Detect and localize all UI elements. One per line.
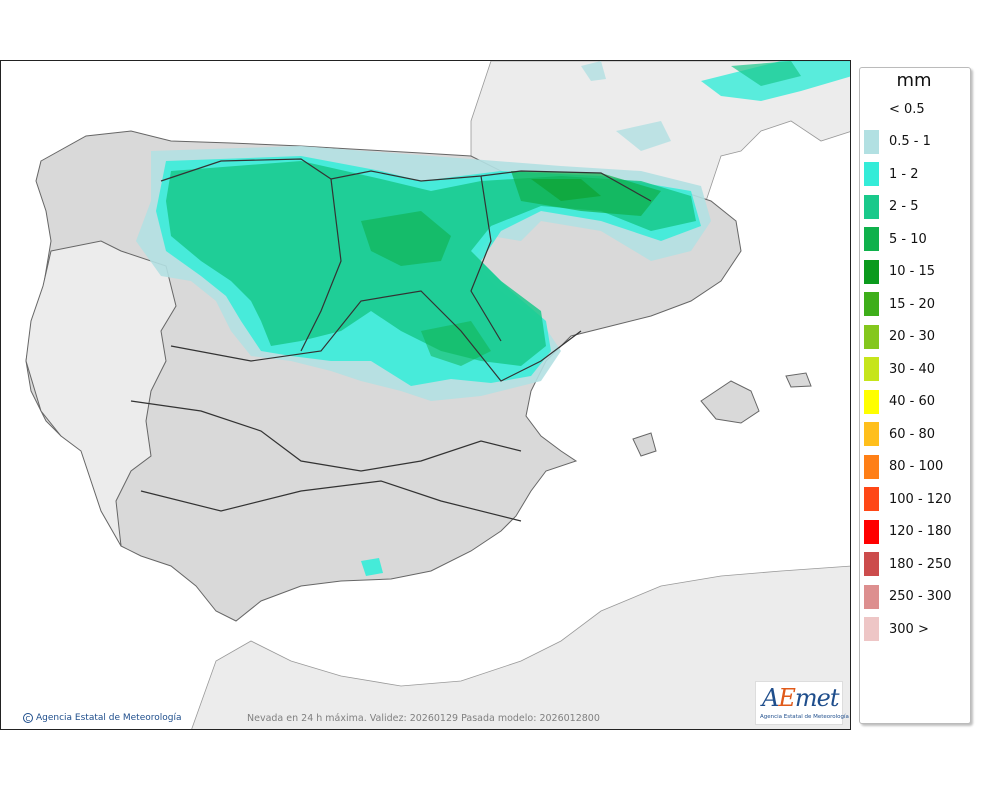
legend-item: 300 > <box>864 617 929 641</box>
legend-item: 40 - 60 <box>864 389 936 414</box>
legend-unit: mm <box>896 70 932 91</box>
map-panel: C Agencia Estatal de Meteorología Nevada… <box>0 60 851 730</box>
legend-swatch <box>864 227 879 251</box>
legend-label: 250 - 300 <box>889 589 952 604</box>
aemet-logo: AEmet Agencia Estatal de Meteorología <box>755 681 849 725</box>
logo-subtitle: Agencia Estatal de Meteorología <box>760 714 849 720</box>
legend-swatch <box>864 292 879 316</box>
legend-swatch <box>864 194 879 219</box>
legend-swatch <box>864 129 879 154</box>
legend-swatch <box>864 487 879 511</box>
legend-label: 30 - 40 <box>889 361 936 377</box>
ibiza <box>632 432 657 457</box>
legend-label: 2 - 5 <box>889 199 919 214</box>
legend-swatch <box>864 97 879 121</box>
snowfall-map <box>25 61 850 729</box>
credit-text: Agencia Estatal de Meteorología <box>36 713 182 723</box>
legend-item: 15 - 20 <box>864 292 935 316</box>
legend-swatch <box>864 389 879 414</box>
legend-label: 100 - 120 <box>889 491 952 507</box>
snow-patches <box>136 61 850 576</box>
legend-swatch <box>864 162 879 186</box>
africa-land <box>191 565 850 729</box>
legend-item: 20 - 30 <box>864 324 936 349</box>
portugal-land <box>25 240 177 547</box>
legend-label: 300 > <box>889 621 929 637</box>
legend-swatch <box>864 357 879 381</box>
legend-label: 15 - 20 <box>889 296 936 312</box>
legend-swatch <box>864 519 879 544</box>
legend-item: 60 - 80 <box>864 422 935 446</box>
legend-label: 0.5 - 1 <box>889 134 931 149</box>
legend-label: 5 - 10 <box>889 231 927 247</box>
legend-item: 100 - 120 <box>864 487 952 511</box>
legend-item: 10 - 15 <box>864 259 936 284</box>
legend-item: 0.5 - 1 <box>864 129 931 154</box>
region-borders <box>130 158 652 522</box>
legend-item: 30 - 40 <box>864 357 935 381</box>
credit: C Agencia Estatal de Meteorología <box>23 713 182 723</box>
legend-label: 1 - 2 <box>889 166 919 182</box>
legend-label: 180 - 250 <box>889 556 952 572</box>
legend-label: < 0.5 <box>889 101 925 117</box>
menorca <box>785 372 812 388</box>
mallorca <box>700 380 760 424</box>
legend-swatch <box>864 422 879 446</box>
copyright-icon: C <box>23 713 33 723</box>
legend-item: 1 - 2 <box>864 162 919 186</box>
map-caption: Nevada en 24 h máxima. Validez: 20260129… <box>247 713 600 724</box>
legend-item: < 0.5 <box>864 97 925 121</box>
legend-label: 60 - 80 <box>889 426 936 442</box>
legend-item: 250 - 300 <box>864 584 952 609</box>
legend-swatch <box>864 552 879 576</box>
legend-label: 80 - 100 <box>889 459 944 474</box>
legend-swatch <box>864 617 879 641</box>
legend-label: 120 - 180 <box>889 524 952 539</box>
legend-panel: mm < 0.5 0.5 - 1 1 - 2 2 - 5 5 - 10 10 - 15 15… <box>859 67 971 724</box>
legend-swatch <box>864 259 879 284</box>
legend-label: 20 - 30 <box>889 329 936 344</box>
logo-wordmark: AEmet <box>762 684 839 712</box>
legend-item: 80 - 100 <box>864 454 944 479</box>
legend-label: 10 - 15 <box>889 264 936 279</box>
legend-item: 180 - 250 <box>864 552 952 576</box>
legend-item: 5 - 10 <box>864 227 927 251</box>
legend-label: 40 - 60 <box>889 394 936 409</box>
legend-swatch <box>864 324 879 349</box>
legend-swatch <box>864 584 879 609</box>
legend-item: 120 - 180 <box>864 519 952 544</box>
legend-item: 2 - 5 <box>864 194 919 219</box>
legend-swatch <box>864 454 879 479</box>
